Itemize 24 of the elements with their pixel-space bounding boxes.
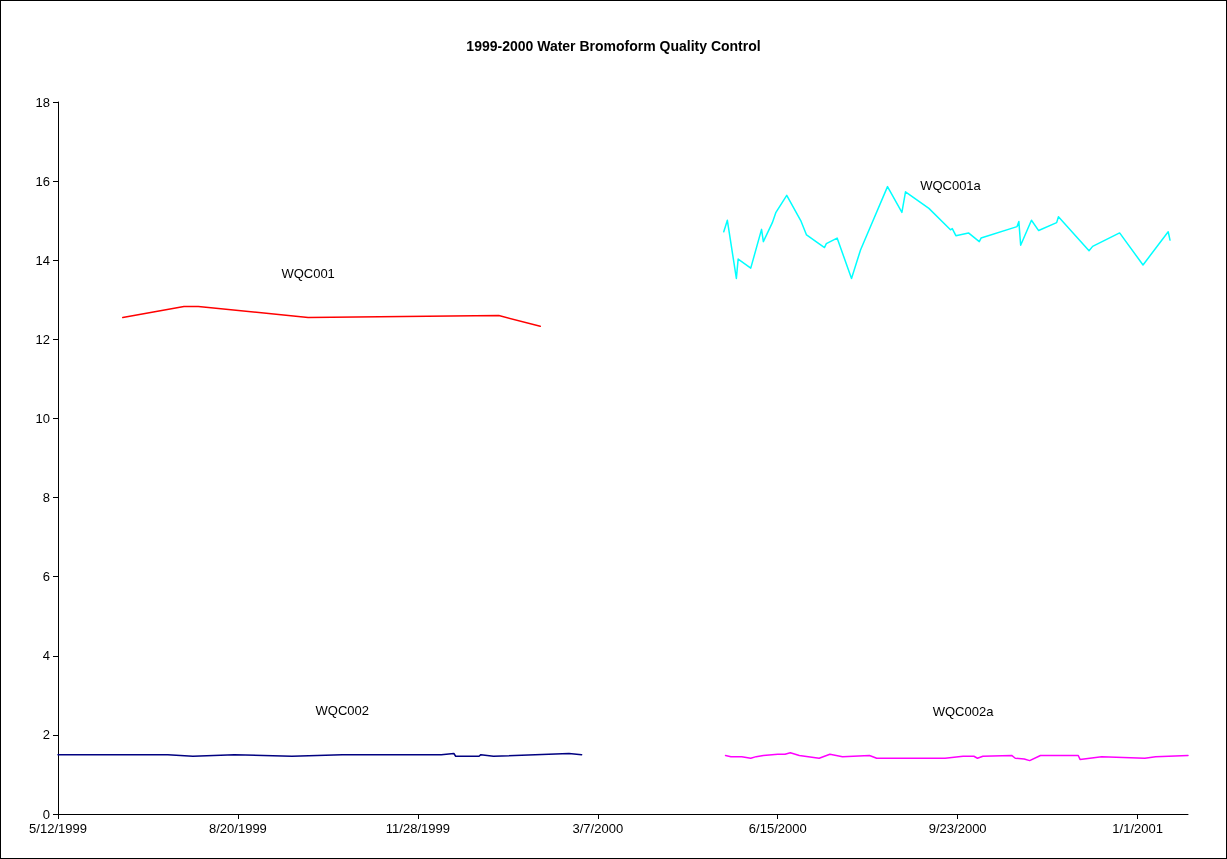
y-tick-label: 4 <box>42 648 50 664</box>
x-tick-label: 6/15/2000 <box>748 821 807 836</box>
y-tick-label: 12 <box>35 331 50 347</box>
y-tick-label: 14 <box>35 252 50 268</box>
y-tick-label: 10 <box>35 410 50 426</box>
x-tick-label: 9/23/2000 <box>928 821 987 836</box>
line-series <box>122 305 541 328</box>
y-tick-label: 2 <box>42 727 50 743</box>
series-label: WQC001a <box>920 177 982 193</box>
y-tick-label: 6 <box>42 569 50 585</box>
y-tick-label: 0 <box>42 806 50 822</box>
line-series <box>724 751 1189 762</box>
y-tick-label: 16 <box>35 173 50 189</box>
text: WQC002a <box>932 704 995 720</box>
x-tick-label: 8/20/1999 <box>209 821 267 836</box>
text: WQC002 <box>315 702 370 718</box>
text: WQC001 <box>281 265 335 281</box>
y-tick-label: 8 <box>42 490 50 506</box>
x-tick-label: 5/12/1999 <box>29 821 87 836</box>
x-tick-label: 11/28/1999 <box>385 821 450 836</box>
chart-title: 1999-2000 Water Bromoform Quality Control <box>466 38 761 54</box>
y-tick-label: 18 <box>35 94 50 110</box>
x-tick-label: 1/1/2001 <box>1112 821 1163 836</box>
x-tick-label: 3/7/2000 <box>572 821 624 836</box>
